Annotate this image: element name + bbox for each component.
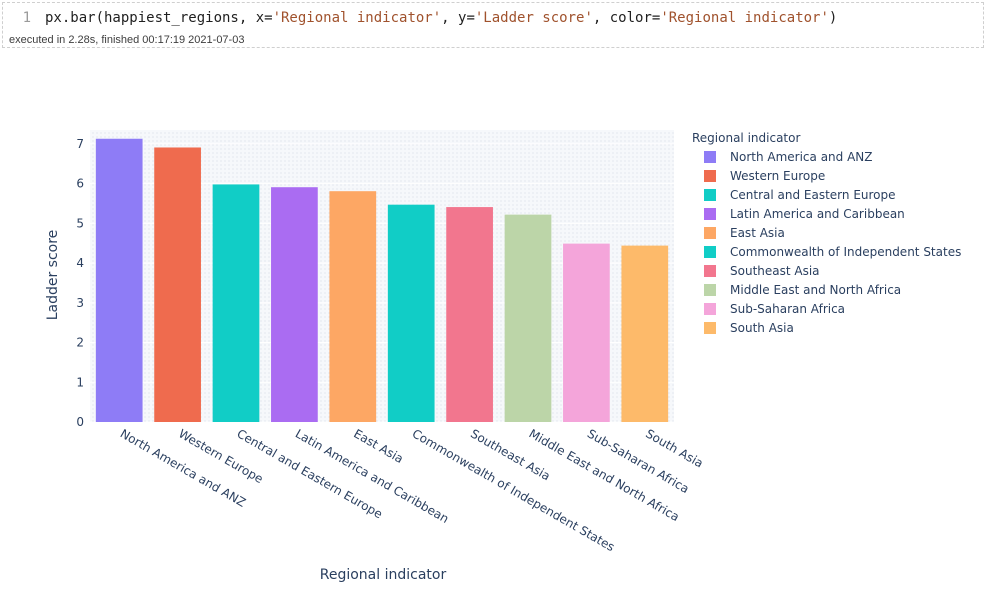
bar-sub-saharan-africa[interactable] bbox=[563, 243, 610, 422]
legend-swatch bbox=[704, 189, 716, 201]
code-close-paren: ) bbox=[828, 10, 838, 26]
bar-central-and-eastern-europe[interactable] bbox=[212, 184, 260, 422]
legend-item[interactable]: Middle East and North Africa bbox=[704, 283, 901, 297]
legend-item[interactable]: East Asia bbox=[704, 226, 785, 240]
legend-label: Latin America and Caribbean bbox=[730, 207, 905, 221]
code-line[interactable]: 1 px.bar(happiest_regions, x= 'Regional … bbox=[3, 3, 983, 33]
legend-swatch bbox=[704, 151, 716, 163]
x-axis-title: Regional indicator bbox=[320, 567, 447, 583]
legend-swatch bbox=[704, 227, 716, 239]
legend-item[interactable]: Southeast Asia bbox=[704, 264, 820, 278]
notebook-cell[interactable]: 1 px.bar(happiest_regions, x= 'Regional … bbox=[2, 2, 984, 48]
legend-swatch bbox=[704, 208, 716, 220]
code-call: px.bar(happiest_regions, x= bbox=[45, 10, 273, 26]
bar-middle-east-and-north-africa[interactable] bbox=[504, 214, 552, 422]
legend-label: Middle East and North Africa bbox=[730, 283, 901, 297]
x-tick-label: Commonwealth of Independent States bbox=[410, 426, 617, 554]
y-tick-label: 3 bbox=[76, 296, 84, 310]
line-number: 1 bbox=[22, 10, 31, 26]
legend-item[interactable]: Central and Eastern Europe bbox=[704, 188, 896, 202]
y-tick-label: 0 bbox=[76, 415, 84, 429]
y-tick-label: 2 bbox=[76, 336, 84, 350]
legend-label: South Asia bbox=[730, 321, 794, 335]
y-tick-label: 5 bbox=[76, 216, 84, 230]
bar-latin-america-and-caribbean[interactable] bbox=[271, 187, 318, 422]
bar-south-asia[interactable] bbox=[621, 245, 669, 422]
legend-swatch bbox=[704, 322, 716, 334]
legend-title: Regional indicator bbox=[692, 131, 800, 145]
bar-chart[interactable]: 0 1 2 3 4 5 6 7 North America and ANZ Western Eu… bbox=[0, 48, 988, 592]
legend-item[interactable]: Sub-Saharan Africa bbox=[704, 302, 845, 316]
bar-commonwealth-of-independent-states[interactable] bbox=[387, 204, 435, 422]
bars[interactable] bbox=[95, 138, 669, 422]
legend-swatch bbox=[704, 246, 716, 258]
y-tick-label: 7 bbox=[76, 137, 84, 151]
legend-label: Central and Eastern Europe bbox=[730, 188, 896, 202]
legend-item[interactable]: North America and ANZ bbox=[704, 150, 873, 164]
x-tick-label: Sub-Saharan Africa bbox=[585, 426, 692, 496]
code-y-arg: 'Ladder score' bbox=[474, 10, 593, 26]
legend-item[interactable]: Western Europe bbox=[704, 169, 825, 183]
y-tick-label: 6 bbox=[76, 177, 84, 191]
y-tick-label: 1 bbox=[76, 375, 84, 389]
legend[interactable]: North America and ANZ Western Europe Centr… bbox=[704, 150, 961, 335]
legend-label: Commonwealth of Independent States bbox=[730, 245, 961, 259]
y-axis-title: Ladder score bbox=[45, 230, 61, 321]
execution-status: executed in 2.28s, finished 00:17:19 202… bbox=[9, 34, 245, 46]
legend-label: Southeast Asia bbox=[730, 264, 820, 278]
code-x-arg: 'Regional indicator' bbox=[272, 10, 442, 26]
legend-label: East Asia bbox=[730, 226, 785, 240]
y-axis-ticks: 0 1 2 3 4 5 6 7 bbox=[76, 137, 84, 429]
code-color-keyword: , color= bbox=[592, 10, 661, 26]
legend-item[interactable]: Commonwealth of Independent States bbox=[704, 245, 961, 259]
legend-item[interactable]: South Asia bbox=[704, 321, 794, 335]
chart-svg[interactable]: 0 1 2 3 4 5 6 7 North America and ANZ Western Eu… bbox=[0, 48, 988, 592]
legend-label: North America and ANZ bbox=[730, 150, 873, 164]
code-color-arg: 'Regional indicator' bbox=[660, 10, 829, 26]
legend-label: Western Europe bbox=[730, 169, 825, 183]
code-y-keyword: , y= bbox=[441, 10, 475, 26]
bar-southeast-asia[interactable] bbox=[446, 207, 493, 422]
legend-swatch bbox=[704, 265, 716, 277]
legend-label: Sub-Saharan Africa bbox=[730, 302, 845, 316]
legend-item[interactable]: Latin America and Caribbean bbox=[704, 207, 905, 221]
bar-north-america-and-anz[interactable] bbox=[95, 138, 143, 422]
legend-swatch bbox=[704, 284, 716, 296]
bar-east-asia[interactable] bbox=[329, 191, 377, 422]
y-tick-label: 4 bbox=[76, 256, 84, 270]
legend-swatch bbox=[704, 303, 716, 315]
legend-swatch bbox=[704, 170, 716, 182]
bar-western-europe[interactable] bbox=[154, 147, 201, 422]
